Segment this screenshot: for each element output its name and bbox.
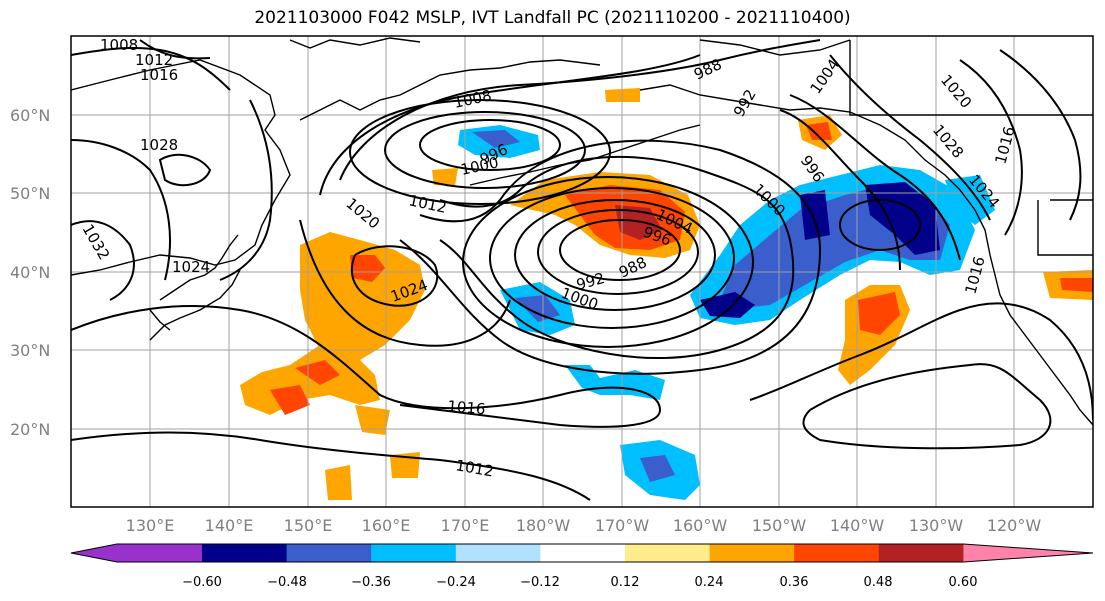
- lon-label: 130°E: [126, 516, 175, 535]
- colorbar-tick-label: 0.12: [611, 575, 640, 590]
- longitude-labels: 130°E 140°E 150°E 160°E 170°E 180°W 170°…: [126, 516, 1042, 535]
- colorbar-tick-label: −0.24: [436, 575, 476, 590]
- lon-label: 130°W: [909, 516, 964, 535]
- lon-label: 120°W: [987, 516, 1042, 535]
- lon-label: 150°E: [284, 516, 333, 535]
- isobar-label: 1024: [172, 258, 210, 276]
- colorbar: [70, 543, 1094, 563]
- latitude-labels: 60°N 50°N 40°N 30°N 20°N: [10, 106, 50, 439]
- lat-label-50n: 50°N: [10, 184, 50, 203]
- colorbar-tick-labels: −0.60 −0.48 −0.36 −0.24 −0.12 0.12 0.24 …: [182, 575, 977, 590]
- colorbar-segment: [540, 544, 626, 562]
- lon-label: 160°E: [362, 516, 411, 535]
- lat-label-60n: 60°N: [10, 106, 50, 125]
- graticule: [71, 36, 1093, 507]
- colorbar-tick-label: −0.60: [182, 575, 222, 590]
- isobars: [71, 39, 1093, 501]
- lon-label: 170°E: [441, 516, 490, 535]
- colorbar-tick-label: −0.48: [267, 575, 307, 590]
- colorbar-segment: [963, 544, 1093, 562]
- colorbar-outline: [70, 543, 1094, 563]
- lon-label: 170°W: [595, 516, 650, 535]
- map-border: [70, 35, 1094, 508]
- colorbar-segment: [71, 544, 117, 562]
- colorbar-tick-label: 0.24: [695, 575, 724, 590]
- isobar-label: 1008: [100, 36, 138, 54]
- lat-label-30n: 30°N: [10, 341, 50, 360]
- isobar-label: 1012: [135, 51, 173, 69]
- colorbar-segment: [117, 544, 202, 562]
- colorbar-tick-label: −0.36: [351, 575, 391, 590]
- figure-title: 2021103000 F042 MSLP, IVT Landfall PC (2…: [254, 8, 851, 28]
- colorbar-segment: [371, 544, 457, 562]
- colorbar-segment: [455, 544, 541, 562]
- colorbar-segment: [794, 544, 880, 562]
- coastlines: [71, 37, 1093, 426]
- colorbar-tick-label: 0.60: [949, 575, 978, 590]
- isobar-label: 1016: [447, 397, 487, 418]
- lon-label: 140°W: [830, 516, 885, 535]
- colorbar-segment: [202, 544, 288, 562]
- lat-label-20n: 20°N: [10, 420, 50, 439]
- map-panel: 1008 1012 1016 1028 1032 1024 1020 1012 …: [71, 36, 1093, 507]
- colorbar-segment: [709, 544, 795, 562]
- ivt-shading: [240, 88, 1093, 500]
- colorbar-tick-label: 0.36: [780, 575, 809, 590]
- isobar-label: 1028: [140, 136, 178, 154]
- lon-label: 160°W: [673, 516, 728, 535]
- lon-label: 150°W: [752, 516, 807, 535]
- colorbar-tick-label: 0.48: [864, 575, 893, 590]
- lon-label: 140°E: [205, 516, 254, 535]
- isobar-label: 1016: [140, 66, 178, 84]
- colorbar-segment: [878, 544, 964, 562]
- colorbar-segment: [286, 544, 372, 562]
- colorbar-segment: [625, 544, 711, 562]
- lon-label: 180°W: [516, 516, 571, 535]
- colorbar-tick-label: −0.12: [520, 575, 560, 590]
- lat-label-40n: 40°N: [10, 263, 50, 282]
